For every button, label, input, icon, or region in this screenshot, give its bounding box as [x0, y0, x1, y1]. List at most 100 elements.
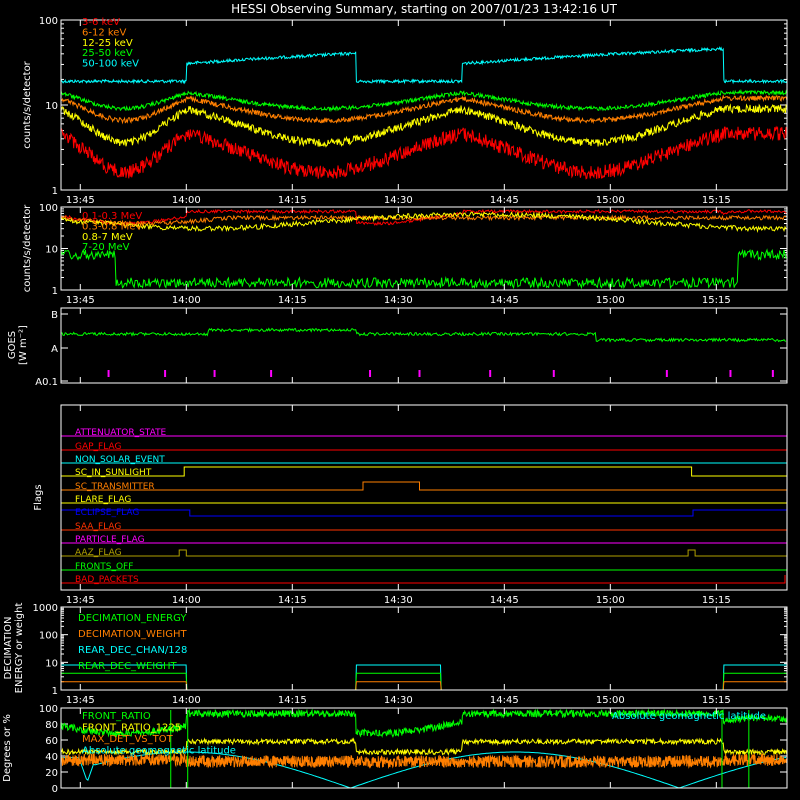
- x-tick-label: 14:00: [172, 195, 201, 206]
- y-tick-label: 100: [39, 631, 58, 642]
- y-tick-label: 20: [45, 768, 58, 779]
- flag-label: FLARE_FLAG: [75, 495, 131, 505]
- flag-label: PARTICLE_FLAG: [75, 535, 145, 545]
- legend-entry: MAX_DET_VS_TOT: [82, 734, 174, 745]
- x-tick-label: 14:00: [172, 695, 201, 706]
- y-tick-label: 1000: [33, 603, 58, 614]
- legend-entry: 0.1-0.3 MeV: [82, 211, 142, 222]
- x-tick-label: 15:15: [702, 295, 731, 306]
- legend-entry: FRONT_RATIO_1225: [82, 723, 181, 734]
- plot-frame: [60, 707, 788, 789]
- legend-entry: 7-20 MeV: [82, 242, 130, 253]
- y-axis-label: Degrees or %: [2, 714, 13, 782]
- x-tick-label: 14:30: [384, 295, 413, 306]
- x-tick-label: 15:00: [596, 295, 625, 306]
- flag-label: FRONTS_OFF: [75, 562, 133, 572]
- legend-entry: FRONT_RATIO: [82, 711, 151, 722]
- x-tick-label: 15:00: [596, 695, 625, 706]
- series-line: [60, 125, 788, 180]
- plot-frame: [60, 606, 788, 691]
- y-axis-label: counts/s/detector: [22, 204, 33, 292]
- y-axis-unit: [W m⁻²]: [18, 325, 29, 365]
- x-tick-label: 14:30: [384, 595, 413, 606]
- y-tick-label: A0.1: [35, 377, 58, 388]
- series-line: [61, 549, 787, 557]
- flag-label: ECLIPSE_FLAG: [75, 508, 139, 518]
- y-tick-label: A: [51, 344, 58, 355]
- legend-entry: 3-6 keV: [82, 17, 120, 28]
- x-tick-label: 14:00: [172, 295, 201, 306]
- flag-label: SC_TRANSMITTER: [75, 482, 155, 492]
- legend-entry: REAR_DEC_WEIGHT: [78, 661, 177, 672]
- flag-label: AAZ_FLAG: [75, 548, 122, 558]
- series-line: [60, 103, 788, 148]
- high-energy-panel: 1 10 100 13:45 14:00 14:15 14:30 14:45 15:00 15:1…: [22, 203, 788, 306]
- x-tick-label: 13:45: [66, 695, 95, 706]
- y-axis-label: GOES: [7, 331, 18, 359]
- y-tick-label: 80: [45, 720, 58, 731]
- legend-entry: 6-12 keV: [82, 27, 126, 38]
- x-tick-label: 15:15: [702, 595, 731, 606]
- x-tick-label: 13:45: [66, 595, 95, 606]
- series-line: [60, 94, 788, 125]
- legend-entry: 0.3-0.8 MeV: [82, 221, 142, 232]
- y-tick-label: 40: [45, 752, 58, 763]
- series-line: [60, 737, 788, 757]
- series-line: [60, 708, 788, 739]
- y-axis-label: Flags: [33, 484, 44, 510]
- legend-entry: 25-50 keV: [82, 48, 133, 59]
- x-tick-label: 15:00: [596, 195, 625, 206]
- legend-entry: Absolute geomagnetic latitude: [82, 746, 236, 757]
- plot-frame: [60, 206, 788, 291]
- y-tick-label: 100: [39, 203, 58, 214]
- x-tick-label: 14:15: [278, 695, 307, 706]
- goes-panel: B A A0.1 GOES [W m⁻²]: [7, 307, 788, 388]
- y-tick-label: 100: [39, 16, 58, 27]
- y-axis-label: DECIMATION: [3, 616, 14, 679]
- y-tick-label: 1: [52, 186, 58, 197]
- y-tick-label: 1: [52, 686, 58, 697]
- x-tick-label: 15:00: [596, 595, 625, 606]
- x-tick-label: 14:30: [384, 195, 413, 206]
- series-line: [60, 208, 787, 226]
- series-line: [60, 752, 788, 770]
- decimation-panel: 1 10 100 1000 13:45 14:00 14:15 14:30 14:45 15:00…: [3, 603, 788, 706]
- legend-entry: REAR_DEC_CHAN/128: [78, 645, 187, 656]
- x-tick-label: 14:45: [490, 195, 519, 206]
- plot-frame: [60, 19, 788, 191]
- series-line: [61, 575, 786, 584]
- x-tick-label: 14:15: [278, 195, 307, 206]
- series-line: [60, 210, 787, 233]
- y-tick-label: 60: [45, 736, 58, 747]
- flag-label: SAA_FLAG: [75, 522, 121, 532]
- rates-panel: 1 10 100 13:45 14:00 14:15 14:30 14:45 15:00 15:1…: [22, 16, 788, 206]
- flag-label: GAP_FLAG: [75, 442, 121, 452]
- series-line: [61, 481, 787, 491]
- flag-label: ATTENUATOR_STATE: [75, 428, 167, 438]
- legend-entry: DECIMATION_ENERGY: [78, 613, 187, 624]
- x-tick-label: 14:45: [490, 595, 519, 606]
- plot-frame: [60, 307, 788, 384]
- series-line: [60, 248, 787, 290]
- x-tick-label: 13:45: [66, 195, 95, 206]
- y-tick-label: 10: [45, 658, 58, 669]
- y-tick-label: B: [51, 310, 58, 321]
- plot-frame: [60, 404, 788, 591]
- flag-label: NON_SOLAR_EVENT: [75, 455, 165, 465]
- flags-panel: ATTENUATOR_STATE GAP_FLAG NON_SOLAR_EVENT S…: [33, 404, 788, 606]
- x-tick-label: 14:15: [278, 595, 307, 606]
- y-tick-label: 100: [39, 704, 58, 715]
- figure-title: HESSI Observing Summary, starting on 200…: [231, 2, 617, 16]
- legend-entry: 12-25 keV: [82, 38, 133, 49]
- x-tick-label: 14:45: [490, 695, 519, 706]
- x-tick-label: 14:30: [384, 695, 413, 706]
- legend-entry: DECIMATION_WEIGHT: [78, 629, 187, 640]
- y-axis-label: counts/s/detector: [22, 60, 33, 148]
- y-tick-label: 0: [52, 784, 58, 795]
- x-tick-label: 14:45: [490, 295, 519, 306]
- right-axis-label: Absolute geomagnetic latitude: [612, 711, 766, 722]
- series-line: [60, 88, 788, 113]
- y-tick-label: 10: [45, 101, 58, 112]
